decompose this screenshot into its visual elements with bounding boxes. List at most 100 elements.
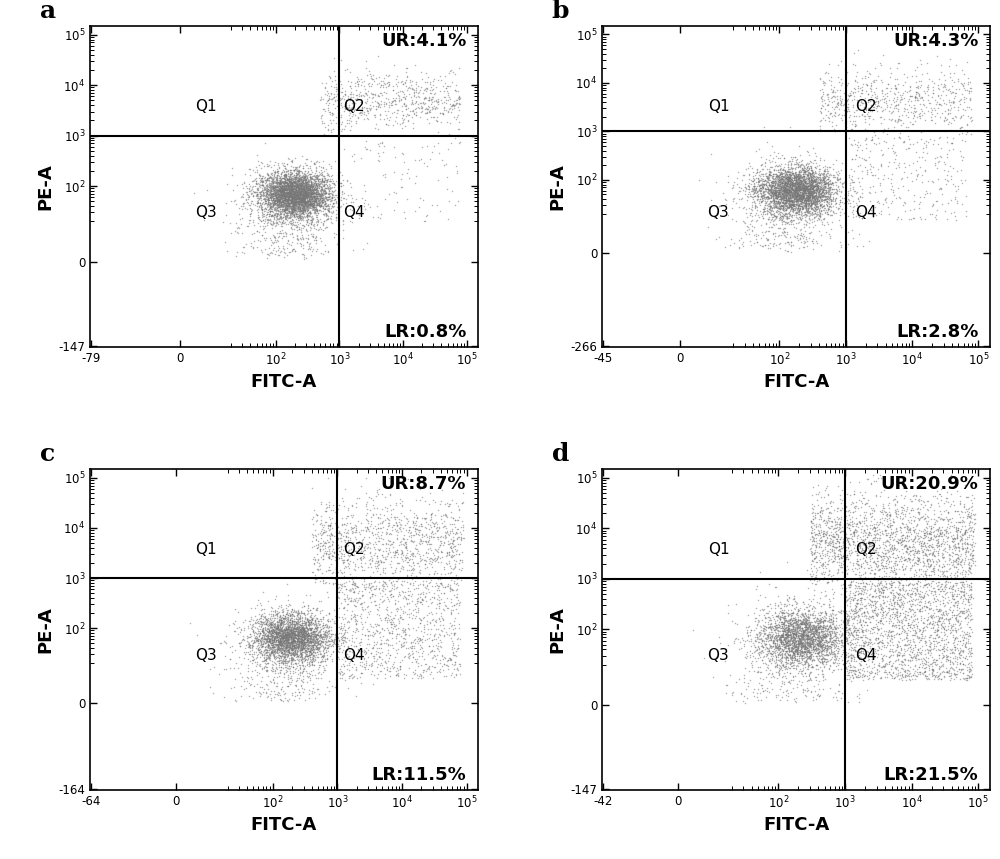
Point (868, 94, 884, 107)
Point (430, 542, 446, 556)
Point (284, 166, 300, 180)
Point (808, 570, 824, 584)
Text: Q2: Q2 (343, 542, 365, 557)
Point (280, 193, 296, 207)
Point (799, 636, 815, 649)
Point (342, 79, 358, 93)
Point (383, 587, 399, 600)
Point (325, 542, 341, 556)
Point (803, 648, 819, 661)
Point (290, 192, 306, 206)
Point (795, 184, 811, 198)
Point (813, 533, 829, 547)
Point (826, 540, 842, 554)
Point (790, 641, 806, 655)
Point (370, 487, 386, 501)
Point (266, 619, 282, 633)
Point (241, 184, 257, 198)
Point (784, 178, 800, 192)
Point (815, 682, 831, 696)
Point (806, 174, 822, 188)
Point (257, 242, 273, 256)
Point (321, 204, 337, 218)
Point (277, 627, 293, 641)
Point (279, 183, 295, 197)
Point (861, 528, 877, 542)
Point (816, 154, 832, 168)
Point (923, 539, 939, 552)
Point (816, 192, 832, 206)
Point (877, 659, 893, 673)
Point (302, 187, 318, 201)
Point (950, 594, 966, 608)
Point (265, 190, 281, 204)
Point (767, 229, 783, 243)
Point (918, 655, 934, 668)
Point (286, 190, 302, 204)
Point (954, 77, 970, 91)
Point (829, 534, 845, 548)
Point (884, 167, 900, 180)
Point (800, 611, 816, 624)
Point (770, 642, 786, 655)
Point (795, 184, 811, 198)
Point (284, 635, 300, 649)
Point (813, 199, 829, 213)
Point (784, 172, 800, 186)
Point (297, 632, 313, 646)
Point (795, 186, 811, 200)
Point (909, 602, 925, 616)
Point (787, 150, 803, 164)
Point (291, 625, 307, 639)
Point (369, 483, 385, 497)
Point (287, 216, 303, 229)
Point (259, 198, 275, 212)
Point (792, 188, 808, 202)
Point (332, 200, 348, 214)
Point (303, 622, 319, 636)
Point (445, 97, 461, 111)
Point (280, 164, 296, 178)
Point (297, 198, 313, 212)
Point (277, 192, 293, 205)
Point (263, 202, 279, 216)
Point (834, 501, 850, 515)
Point (269, 178, 285, 192)
Point (287, 170, 303, 184)
Point (816, 644, 832, 658)
Point (850, 206, 866, 220)
Point (277, 209, 293, 222)
Point (806, 180, 822, 193)
Point (889, 558, 905, 572)
Point (777, 176, 793, 190)
Point (918, 520, 934, 533)
Point (263, 187, 279, 201)
Point (887, 498, 903, 512)
Point (435, 530, 451, 544)
Point (410, 89, 426, 103)
Point (347, 92, 363, 106)
Point (894, 602, 910, 616)
Point (275, 187, 291, 201)
Point (266, 640, 282, 654)
Point (271, 194, 287, 208)
Point (776, 198, 792, 212)
Point (804, 607, 820, 621)
Point (269, 187, 285, 201)
Point (950, 643, 966, 657)
Point (857, 525, 873, 539)
Point (288, 631, 304, 644)
Point (395, 147, 411, 161)
Point (818, 629, 834, 643)
Point (854, 630, 870, 643)
Point (786, 647, 802, 661)
Point (274, 633, 290, 647)
Point (803, 155, 819, 169)
Point (401, 651, 417, 665)
Point (809, 236, 825, 250)
Point (296, 635, 312, 649)
Point (802, 174, 818, 188)
Point (316, 174, 332, 188)
Point (835, 550, 851, 564)
Point (827, 626, 843, 640)
